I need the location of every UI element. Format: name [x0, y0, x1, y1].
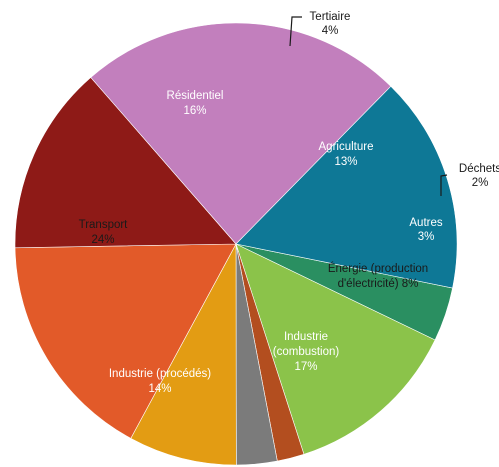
slice-label-line: 17%	[294, 361, 317, 373]
pie-slices	[14, 22, 458, 466]
slice-label-residentiel: Résidentiel 16%	[167, 90, 224, 117]
slice-label-line: (combustion)	[273, 346, 340, 358]
slice-label-energie-production-d-electricite: Énergie (production d'électricité) 8%	[328, 262, 428, 290]
slice-label-tertiaire: Tertiaire 4%	[310, 11, 351, 37]
slice-label-agriculture: Agriculture 13%	[319, 141, 374, 168]
slice-label-line: 3%	[418, 231, 435, 243]
pie-slice-industrie-combustion	[14, 243, 237, 439]
slice-label-autres: Autres 3%	[409, 217, 442, 243]
slice-label-line: Agriculture	[319, 141, 374, 153]
slice-label-line: 16%	[183, 105, 206, 117]
callout-line-dechets	[440, 174, 448, 196]
slice-label-line: 24%	[91, 234, 114, 246]
slice-label-line: Autres	[409, 217, 442, 229]
slice-label-line: Résidentiel	[167, 90, 224, 102]
slice-label-transport: Transport 24%	[79, 219, 129, 246]
pie-slice-industrie-procedes	[14, 76, 237, 249]
slice-label-line: Industrie	[284, 331, 328, 343]
pie-slice-residentiel	[235, 85, 458, 289]
slice-label-line: 13%	[334, 156, 357, 168]
callout-line-tertiaire	[289, 16, 302, 47]
pie-slice-agriculture	[235, 243, 436, 455]
slice-label-line: 14%	[148, 383, 171, 395]
slice-label-line: Énergie (production	[328, 262, 428, 275]
callout-lines	[289, 16, 448, 196]
slice-label-line: 4%	[322, 25, 339, 37]
slice-label-industrie-combustion: Industrie (combustion) 17%	[273, 331, 340, 373]
slice-label-line: d'électricité) 8%	[338, 278, 419, 290]
slice-label-line: Tertiaire	[310, 11, 351, 23]
slice-labels: Tertiaire 4% Agriculture 13% Déchets 2% Autres…	[79, 11, 499, 395]
slice-label-line: 2%	[472, 177, 489, 189]
slice-label-line: Transport	[79, 219, 129, 231]
slice-label-industrie-procedes: Industrie (procédés) 14%	[109, 368, 211, 395]
slice-label-dechets: Déchets 2%	[459, 163, 499, 189]
pie-slice-energie-production-d-electricite	[130, 243, 237, 466]
slice-label-line: Déchets	[459, 163, 499, 175]
pie-slice-transport	[90, 22, 392, 245]
slice-label-line: Industrie (procédés)	[109, 368, 211, 380]
